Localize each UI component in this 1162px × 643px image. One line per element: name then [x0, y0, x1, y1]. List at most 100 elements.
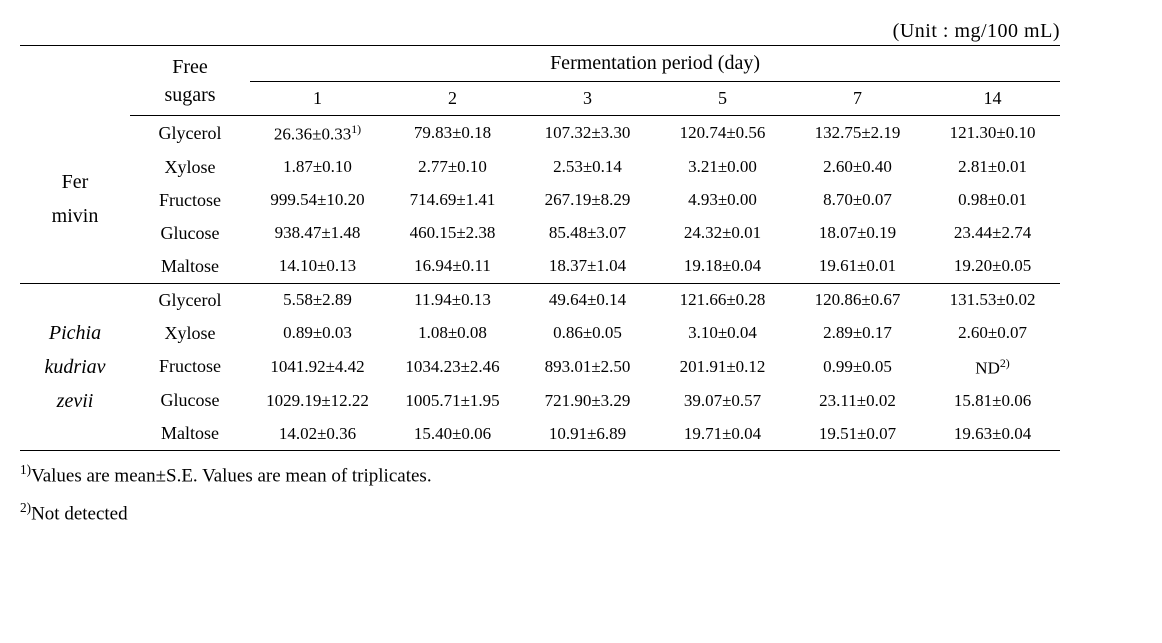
footnote-ref: 1): [351, 122, 361, 136]
header-day-14: 14: [925, 82, 1060, 116]
footnote-2: 2)Not detected: [20, 495, 1060, 532]
data-cell: 10.91±6.89: [520, 417, 655, 451]
footnotes: 1)Values are mean±S.E. Values are mean o…: [20, 457, 1060, 532]
data-cell: 19.20±0.05: [925, 250, 1060, 284]
table-row: Maltose 14.02±0.36 15.40±0.06 10.91±6.89…: [20, 417, 1060, 451]
table-row: Pichia kudriav zevii Glycerol 5.58±2.89 …: [20, 283, 1060, 317]
table-row: Fructose 999.54±10.20 714.69±1.41 267.19…: [20, 184, 1060, 217]
data-cell: 132.75±2.19: [790, 116, 925, 151]
data-cell: 19.71±0.04: [655, 417, 790, 451]
data-cell: 2.81±0.01: [925, 151, 1060, 184]
value: ND: [975, 358, 1000, 377]
table-row: Glucose 1029.19±12.22 1005.71±1.95 721.9…: [20, 384, 1060, 417]
header-day-7: 7: [790, 82, 925, 116]
strain-fermivin-l2: mivin: [52, 205, 99, 227]
data-cell: 23.11±0.02: [790, 384, 925, 417]
data-table: Free sugars Fermentation period (day) 1 …: [20, 45, 1060, 451]
data-cell: 107.32±3.30: [520, 116, 655, 151]
data-cell: 14.02±0.36: [250, 417, 385, 451]
data-cell: 3.21±0.00: [655, 151, 790, 184]
sugar-label: Glucose: [130, 217, 250, 250]
strain-pichia-l2: kudriav: [44, 356, 105, 378]
sugar-label: Glycerol: [130, 283, 250, 317]
header-free-sugars: Free sugars: [130, 46, 250, 116]
header-free-sugars-l1: Free: [172, 56, 208, 78]
data-cell: 2.60±0.40: [790, 151, 925, 184]
data-cell: 721.90±3.29: [520, 384, 655, 417]
data-cell: 2.60±0.07: [925, 317, 1060, 350]
data-cell: 120.74±0.56: [655, 116, 790, 151]
data-cell: 131.53±0.02: [925, 283, 1060, 317]
sugar-label: Glycerol: [130, 116, 250, 151]
data-cell: 893.01±2.50: [520, 350, 655, 385]
strain-fermivin-l1: Fer: [62, 171, 89, 193]
data-cell: 18.07±0.19: [790, 217, 925, 250]
strain-pichia: Pichia kudriav zevii: [20, 283, 130, 451]
data-cell: 0.86±0.05: [520, 317, 655, 350]
footnote-text: Values are mean±S.E. Values are mean of …: [31, 466, 431, 487]
data-cell: 2.77±0.10: [385, 151, 520, 184]
data-cell: 3.10±0.04: [655, 317, 790, 350]
data-cell: ND2): [925, 350, 1060, 385]
unit-label: (Unit : mg/100 mL): [20, 20, 1070, 43]
header-period: Fermentation period (day): [250, 46, 1060, 82]
data-cell: 0.98±0.01: [925, 184, 1060, 217]
data-cell: 39.07±0.57: [655, 384, 790, 417]
data-cell: 938.47±1.48: [250, 217, 385, 250]
strain-fermivin: Fer mivin: [20, 116, 130, 284]
data-cell: 121.30±0.10: [925, 116, 1060, 151]
strain-pichia-l3: zevii: [57, 390, 94, 412]
data-cell: 1.87±0.10: [250, 151, 385, 184]
data-cell: 15.40±0.06: [385, 417, 520, 451]
data-cell: 201.91±0.12: [655, 350, 790, 385]
sugar-label: Fructose: [130, 184, 250, 217]
data-cell: 8.70±0.07: [790, 184, 925, 217]
footnote-text: Not detected: [31, 503, 128, 524]
footnote-1: 1)Values are mean±S.E. Values are mean o…: [20, 457, 1060, 494]
header-day-3: 3: [520, 82, 655, 116]
table-row: Glucose 938.47±1.48 460.15±2.38 85.48±3.…: [20, 217, 1060, 250]
strain-pichia-l1: Pichia: [49, 322, 101, 344]
data-cell: 120.86±0.67: [790, 283, 925, 317]
table-header-row: Free sugars Fermentation period (day): [20, 46, 1060, 82]
data-cell: 18.37±1.04: [520, 250, 655, 284]
data-cell: 714.69±1.41: [385, 184, 520, 217]
header-free-sugars-l2: sugars: [164, 84, 215, 106]
data-cell: 16.94±0.11: [385, 250, 520, 284]
sugar-label: Xylose: [130, 151, 250, 184]
data-cell: 0.89±0.03: [250, 317, 385, 350]
data-cell: 23.44±2.74: [925, 217, 1060, 250]
data-cell: 79.83±0.18: [385, 116, 520, 151]
data-cell: 1041.92±4.42: [250, 350, 385, 385]
data-cell: 5.58±2.89: [250, 283, 385, 317]
data-cell: 999.54±10.20: [250, 184, 385, 217]
table-row: Fer mivin Glycerol 26.36±0.331) 79.83±0.…: [20, 116, 1060, 151]
data-cell: 1.08±0.08: [385, 317, 520, 350]
sugar-label: Fructose: [130, 350, 250, 385]
table-row: Maltose 14.10±0.13 16.94±0.11 18.37±1.04…: [20, 250, 1060, 284]
data-cell: 1005.71±1.95: [385, 384, 520, 417]
data-cell: 1034.23±2.46: [385, 350, 520, 385]
footnote-marker: 2): [20, 500, 31, 515]
data-cell: 85.48±3.07: [520, 217, 655, 250]
table-row: Xylose 0.89±0.03 1.08±0.08 0.86±0.05 3.1…: [20, 317, 1060, 350]
header-day-5: 5: [655, 82, 790, 116]
data-cell: 11.94±0.13: [385, 283, 520, 317]
data-cell: 49.64±0.14: [520, 283, 655, 317]
table-row: Fructose 1041.92±4.42 1034.23±2.46 893.0…: [20, 350, 1060, 385]
header-day-2: 2: [385, 82, 520, 116]
header-day-1: 1: [250, 82, 385, 116]
data-cell: 19.61±0.01: [790, 250, 925, 284]
header-blank: [20, 46, 130, 116]
footnote-marker: 1): [20, 462, 31, 477]
data-cell: 267.19±8.29: [520, 184, 655, 217]
data-cell: 14.10±0.13: [250, 250, 385, 284]
value: 26.36±0.33: [274, 125, 351, 144]
data-cell: 460.15±2.38: [385, 217, 520, 250]
data-cell: 2.53±0.14: [520, 151, 655, 184]
data-cell: 15.81±0.06: [925, 384, 1060, 417]
sugar-label: Maltose: [130, 417, 250, 451]
sugar-label: Maltose: [130, 250, 250, 284]
data-cell: 2.89±0.17: [790, 317, 925, 350]
data-cell: 4.93±0.00: [655, 184, 790, 217]
